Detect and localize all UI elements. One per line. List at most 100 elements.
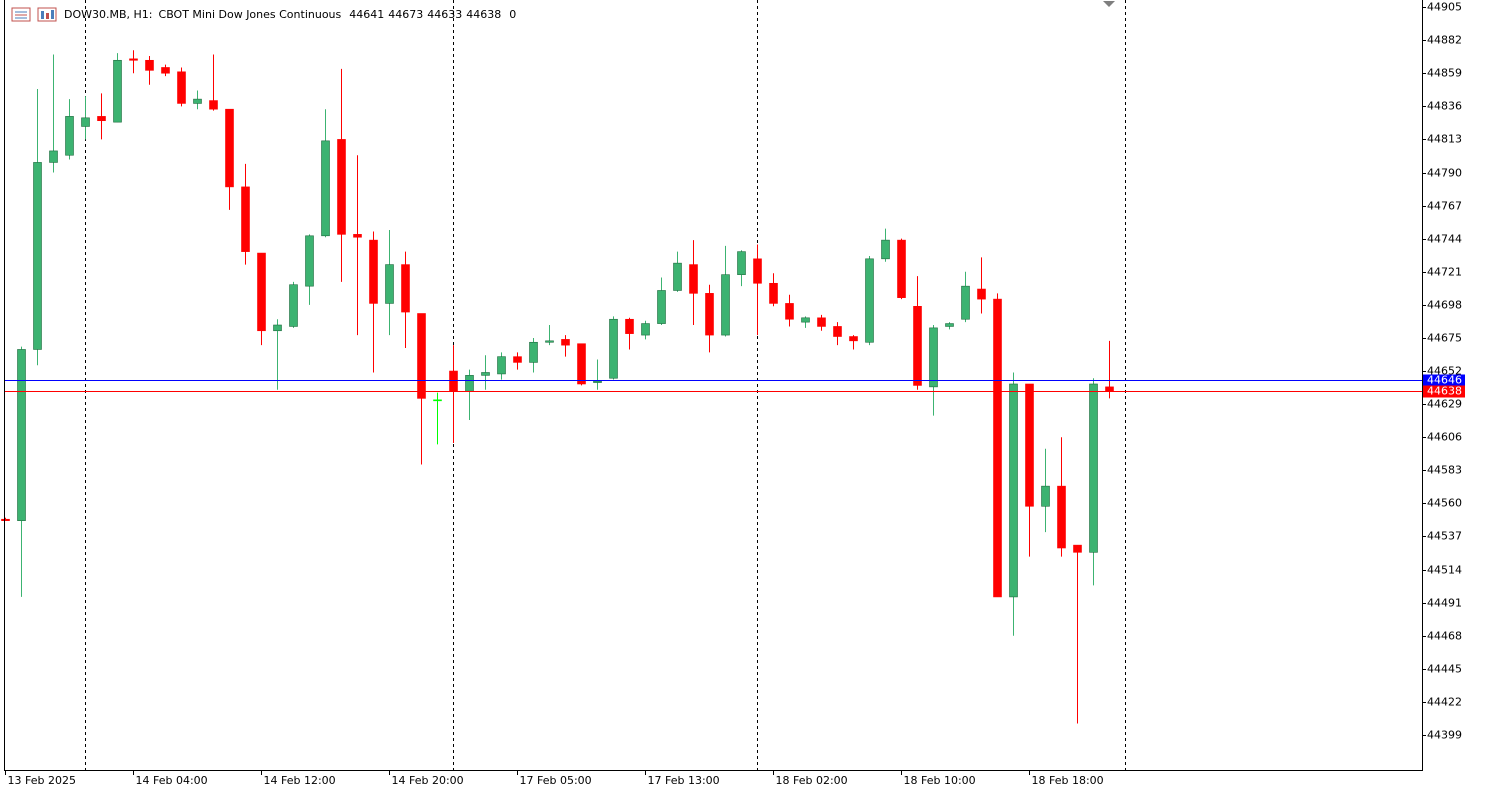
candle-body xyxy=(321,140,330,237)
candle-body xyxy=(929,327,938,388)
candle-body xyxy=(177,71,186,104)
candle-body xyxy=(945,323,954,327)
candle-body xyxy=(209,100,218,110)
candle-body xyxy=(785,303,794,320)
shift-marker[interactable] xyxy=(1103,1,1115,7)
candle-body xyxy=(225,108,234,188)
candle-body xyxy=(65,116,74,156)
y-tick-label: 44767 xyxy=(1427,200,1462,213)
header-high: 44673 xyxy=(388,8,423,21)
y-tick-label: 44859 xyxy=(1427,67,1462,80)
candle-body xyxy=(81,117,90,127)
candle-body xyxy=(913,306,922,386)
candle-body xyxy=(881,239,890,260)
header-open: 44641 xyxy=(349,8,384,21)
y-tick-label: 44744 xyxy=(1427,233,1462,246)
y-tick-label: 44652 xyxy=(1427,365,1462,378)
y-tick-label: 44468 xyxy=(1427,630,1462,643)
y-tick-label: 44491 xyxy=(1427,597,1462,610)
candle-body xyxy=(1009,383,1018,598)
y-tick-label: 44560 xyxy=(1427,497,1462,510)
candle-body xyxy=(193,98,202,104)
candle-body xyxy=(561,339,570,346)
description: CBOT Mini Dow Jones Continuous xyxy=(159,8,342,21)
candle-body xyxy=(337,139,346,235)
candle-body xyxy=(849,336,858,342)
candle-body xyxy=(241,186,250,252)
y-tick-label: 44399 xyxy=(1427,729,1462,742)
candle-body xyxy=(721,274,730,336)
plot xyxy=(1,50,1114,724)
x-tick-label: 17 Feb 13:00 xyxy=(648,774,720,787)
y-tick-label: 44905 xyxy=(1427,1,1462,14)
spread: 0 xyxy=(509,8,516,21)
candle-body xyxy=(641,323,650,336)
y-tick-label: 44698 xyxy=(1427,299,1462,312)
x-tick-label: 18 Feb 10:00 xyxy=(904,774,976,787)
icon-bar xyxy=(51,10,54,19)
candle-body xyxy=(417,313,426,399)
candle-body xyxy=(1,518,10,521)
x-tick-label: 14 Feb 12:00 xyxy=(264,774,336,787)
candle-body xyxy=(769,282,778,304)
candle-body xyxy=(817,317,826,327)
x-tick-label: 18 Feb 02:00 xyxy=(776,774,848,787)
candle-body xyxy=(865,258,874,343)
icon-bar xyxy=(46,13,49,19)
price-label-box xyxy=(1423,374,1465,387)
candle-body xyxy=(33,162,42,350)
candle-body xyxy=(113,59,122,123)
candle-body xyxy=(1057,485,1066,549)
candle-body xyxy=(449,370,458,392)
candle-body xyxy=(961,285,970,320)
candle-body xyxy=(129,58,138,61)
y-tick-label: 44514 xyxy=(1427,564,1462,577)
x-tick-label: 14 Feb 04:00 xyxy=(136,774,208,787)
candle-body xyxy=(545,340,554,343)
x-tick-label: 17 Feb 05:00 xyxy=(520,774,592,787)
candle-body xyxy=(753,258,762,284)
candle-body xyxy=(833,326,842,337)
candle-body xyxy=(673,262,682,291)
candle-body xyxy=(49,150,58,163)
x-tick-label: 14 Feb 20:00 xyxy=(392,774,464,787)
y-tick-label: 44790 xyxy=(1427,167,1462,180)
y-tick-label: 44721 xyxy=(1427,266,1462,279)
candle-body xyxy=(353,234,362,238)
candle-body xyxy=(529,341,538,363)
header-icons xyxy=(11,7,57,22)
candle-body xyxy=(1105,386,1114,392)
candle-body xyxy=(593,380,602,383)
candle-body xyxy=(289,284,298,327)
chart-header: DOW30.MB, H1: CBOT Mini Dow Jones Continu… xyxy=(64,8,516,21)
x-tick-label: 13 Feb 2025 xyxy=(8,774,76,787)
candle-body xyxy=(273,324,282,332)
candle-body xyxy=(433,399,442,402)
y-tick-label: 44629 xyxy=(1427,398,1462,411)
symbol: DOW30.MB, H1: xyxy=(64,8,153,21)
x-tick-label: 18 Feb 18:00 xyxy=(1032,774,1104,787)
candle-body xyxy=(1041,485,1050,507)
candle-body xyxy=(513,356,522,363)
candle-body xyxy=(465,375,474,392)
candle-body xyxy=(1089,383,1098,553)
header-close: 44638 xyxy=(466,8,501,21)
candle-body xyxy=(385,264,394,304)
icon-bar xyxy=(41,11,44,19)
candle-body xyxy=(17,349,26,521)
candle-body xyxy=(369,239,378,304)
y-tick-label: 44606 xyxy=(1427,431,1462,444)
candle-body xyxy=(161,67,170,74)
y-tick-label: 44882 xyxy=(1427,34,1462,47)
y-tick-label: 44422 xyxy=(1427,696,1462,709)
candle-body xyxy=(993,298,1002,598)
candle-body xyxy=(737,251,746,275)
candle-body xyxy=(977,288,986,300)
price-label: 44638 xyxy=(1427,385,1462,398)
candle-body xyxy=(97,116,106,122)
candle-body xyxy=(305,235,314,287)
candle-body xyxy=(497,356,506,375)
y-tick-label: 44445 xyxy=(1427,663,1462,676)
